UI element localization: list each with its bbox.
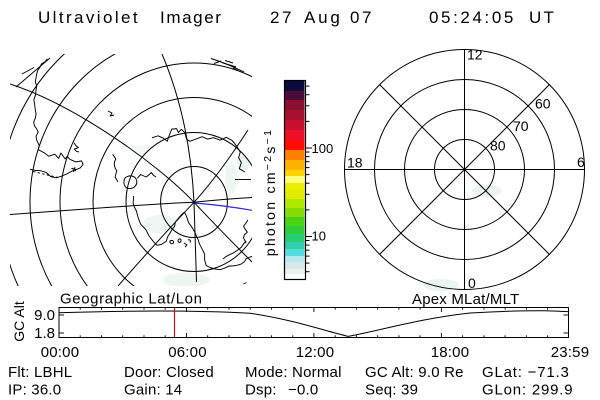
svg-text:Geographic Lat/Lon: Geographic Lat/Lon xyxy=(60,291,203,308)
svg-text:GLon: 299.9: GLon: 299.9 xyxy=(482,382,573,399)
svg-text:Ultraviolet: Ultraviolet xyxy=(38,8,140,27)
svg-text:Apex MLat/MLT: Apex MLat/MLT xyxy=(412,291,519,308)
svg-text:0: 0 xyxy=(468,275,476,291)
svg-text:Flt: LBHL: Flt: LBHL xyxy=(8,364,72,381)
svg-text:photon cm−2s−1: photon cm−2s−1 xyxy=(262,128,278,257)
svg-text:27: 27 xyxy=(270,8,294,27)
svg-text:23:59: 23:59 xyxy=(551,344,590,361)
svg-text:IP: 36.0: IP: 36.0 xyxy=(8,382,61,399)
svg-text:06:00: 06:00 xyxy=(168,344,207,361)
svg-text:100: 100 xyxy=(312,141,334,156)
svg-text:80: 80 xyxy=(490,138,506,154)
svg-text:12: 12 xyxy=(467,47,483,63)
svg-text:18:00: 18:00 xyxy=(431,344,470,361)
svg-text:60: 60 xyxy=(535,96,551,112)
svg-text:1.8: 1.8 xyxy=(34,325,55,342)
svg-text:UT: UT xyxy=(529,8,556,27)
svg-text:GC Alt: 9.0 Re: GC Alt: 9.0 Re xyxy=(365,364,464,381)
svg-text:12:00: 12:00 xyxy=(296,344,335,361)
svg-text:07: 07 xyxy=(350,8,374,27)
svg-text:18: 18 xyxy=(347,155,363,171)
svg-text:Mode: Normal: Mode: Normal xyxy=(245,364,342,381)
svg-text:GLat: −71.3: GLat: −71.3 xyxy=(482,364,570,381)
svg-text:Seq: 39: Seq: 39 xyxy=(365,382,418,399)
svg-text:Door: Closed: Door: Closed xyxy=(124,364,214,381)
svg-text:Gain: 14: Gain: 14 xyxy=(124,382,182,399)
svg-text:00:00: 00:00 xyxy=(41,344,80,361)
svg-text:Dsp:: Dsp: xyxy=(245,382,277,399)
svg-text:GC Alt: GC Alt xyxy=(11,301,27,342)
svg-text:10: 10 xyxy=(312,229,326,244)
svg-text:70: 70 xyxy=(513,118,529,134)
svg-text:Aug: Aug xyxy=(304,8,343,27)
svg-text:−0.0: −0.0 xyxy=(288,382,318,399)
svg-text:6: 6 xyxy=(577,154,585,170)
svg-text:Imager: Imager xyxy=(160,8,223,27)
svg-text:9.0: 9.0 xyxy=(34,307,55,324)
svg-text:05:24:05: 05:24:05 xyxy=(429,8,516,27)
